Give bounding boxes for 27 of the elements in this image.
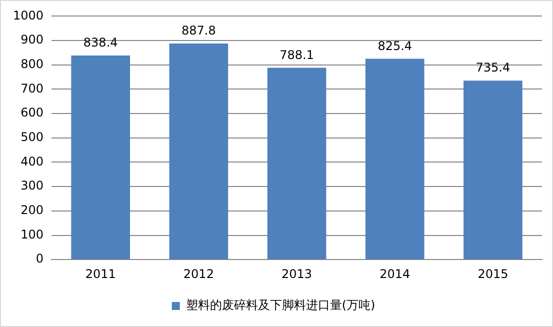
y-tick-label: 800 (20, 57, 44, 72)
data-label: 735.4 (476, 60, 510, 75)
y-tick-label: 300 (20, 178, 44, 193)
bar (71, 56, 130, 260)
data-label: 838.4 (83, 36, 118, 50)
y-tick-label: 700 (20, 81, 44, 96)
y-tick-label: 0 (36, 252, 44, 266)
data-label: 788.1 (280, 48, 314, 62)
bar (464, 80, 522, 260)
y-tick-label: 1000 (12, 8, 44, 22)
bar (267, 68, 326, 260)
y-tick-label: 900 (20, 32, 44, 47)
data-label: 887.8 (182, 24, 216, 38)
x-tick-label: 2015 (478, 266, 508, 281)
y-tick-label: 200 (20, 203, 44, 218)
y-tick-label: 500 (20, 130, 44, 144)
x-tick-label: 2012 (183, 266, 214, 281)
y-tick-label: 100 (20, 227, 44, 242)
x-tick-label: 2014 (380, 266, 410, 281)
legend-label: 塑料的废碎料及下脚料进口量(万吨) (186, 298, 376, 312)
x-tick-label: 2011 (85, 266, 116, 281)
y-tick-label: 400 (20, 154, 44, 168)
data-label: 825.4 (378, 38, 412, 53)
y-tick-label: 600 (20, 106, 44, 120)
x-tick-label: 2013 (281, 266, 312, 281)
bar (365, 58, 424, 260)
bar (169, 44, 228, 260)
